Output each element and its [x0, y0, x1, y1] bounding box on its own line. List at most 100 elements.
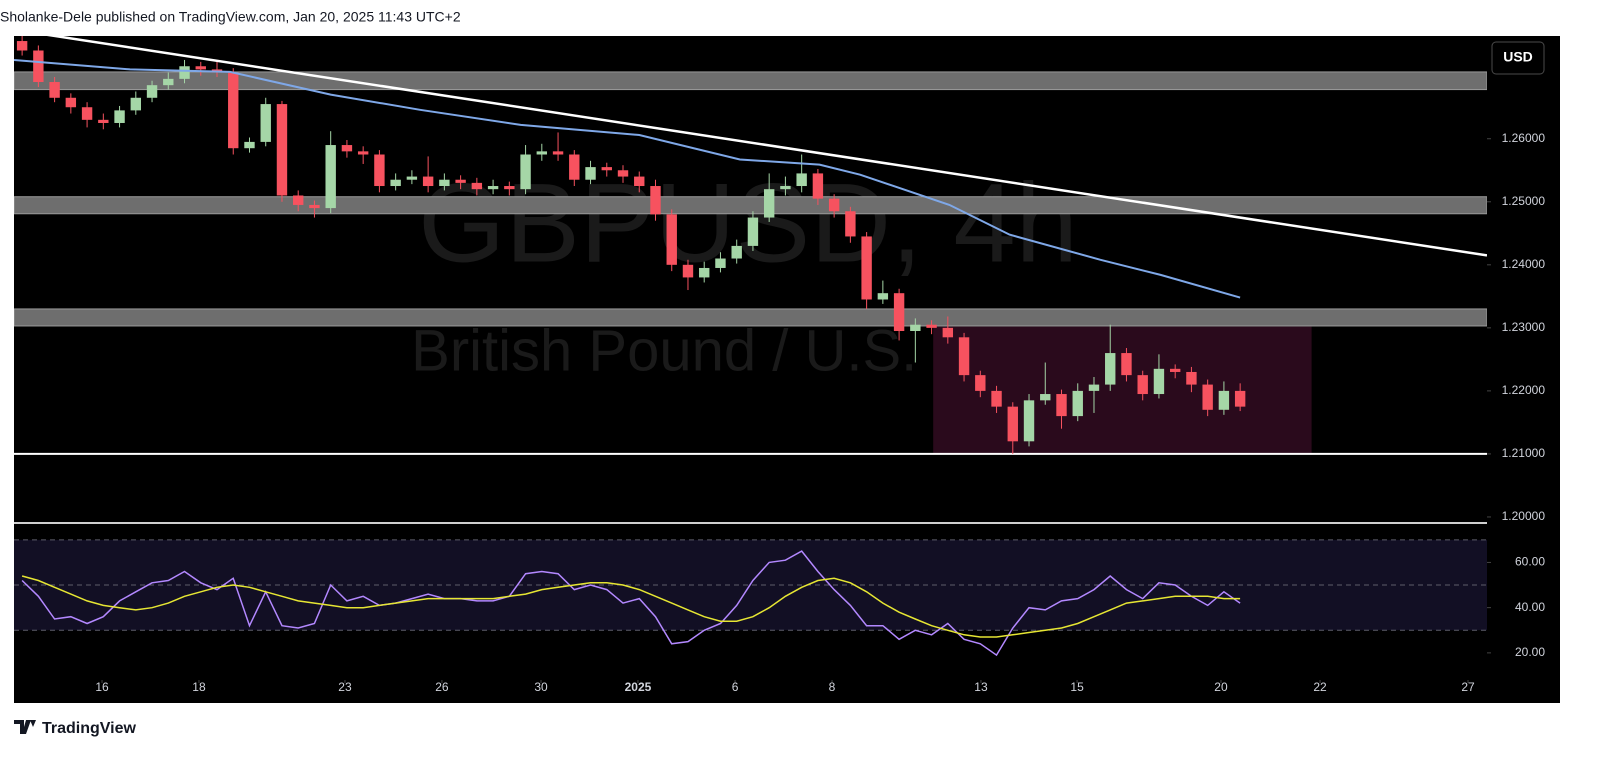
- x-tick-label: 16: [95, 680, 109, 694]
- rsi-line: [21, 575, 1241, 638]
- candle-body: [650, 186, 661, 215]
- y-tick-label: 1.23000: [1502, 320, 1546, 334]
- rsi-y-tick-label: 20.00: [1515, 645, 1545, 659]
- candle-body: [666, 214, 677, 265]
- sr-zone: [14, 308, 1487, 327]
- candle-body: [991, 390, 1002, 407]
- x-tick-label: 2025: [625, 680, 652, 694]
- candle-body: [341, 145, 353, 152]
- y-tick-label: 1.26000: [1502, 131, 1546, 145]
- x-tick-label: 8: [829, 680, 836, 694]
- candle-body: [455, 179, 466, 183]
- candle-body: [228, 72, 239, 149]
- x-tick-label: 22: [1313, 680, 1327, 694]
- x-tick-label: 18: [192, 680, 206, 694]
- trendline: [46, 36, 1487, 257]
- candle-body: [845, 211, 856, 237]
- x-tick-label: 30: [534, 680, 548, 694]
- currency-button[interactable]: USD: [1491, 41, 1545, 75]
- candle-body: [585, 167, 596, 180]
- x-tick-label: 26: [435, 680, 449, 694]
- sr-zone: [14, 196, 1487, 215]
- currency-button-frame[interactable]: [1491, 41, 1545, 75]
- candle-body: [374, 154, 385, 187]
- candle-body: [422, 176, 434, 187]
- candle-body: [536, 151, 548, 155]
- x-tick-label: 23: [338, 680, 352, 694]
- rsi-y-tick-label: 60.00: [1515, 555, 1545, 569]
- candle-body: [244, 141, 255, 149]
- candle-body: [975, 375, 986, 391]
- candle-body: [390, 179, 401, 187]
- candle-body: [617, 170, 629, 177]
- candle-body: [195, 66, 206, 70]
- candle-body: [552, 151, 564, 155]
- candle-body: [504, 186, 515, 190]
- candle-body: [1218, 390, 1230, 410]
- candle-body: [1105, 353, 1116, 385]
- candle-body: [910, 324, 921, 332]
- candle-body: [715, 258, 726, 268]
- candle-body: [1040, 394, 1051, 401]
- candle-body: [1137, 375, 1148, 395]
- candle-body: [146, 85, 158, 98]
- moving-average: [14, 59, 1241, 299]
- currency-label[interactable]: USD: [1503, 49, 1533, 65]
- footer-logo: TradingView: [14, 720, 137, 737]
- candle-body: [634, 176, 645, 187]
- candle-body: [1056, 394, 1067, 417]
- candle-body: [81, 107, 93, 120]
- candle-body: [16, 41, 28, 51]
- candle-body: [49, 82, 60, 98]
- x-tick-label: 27: [1461, 680, 1475, 694]
- rsi-line: [21, 550, 1241, 657]
- candle-body: [276, 104, 288, 196]
- candle-body: [601, 167, 612, 171]
- candle-body: [877, 293, 889, 300]
- candle-body: [682, 264, 694, 278]
- candle-body: [130, 97, 141, 111]
- x-tick-label: 6: [732, 680, 739, 694]
- range-box: [933, 326, 1312, 454]
- candle-body: [731, 245, 742, 259]
- candle-body: [260, 104, 271, 142]
- candle-body: [699, 267, 710, 278]
- y-tick-label: 1.21000: [1502, 446, 1546, 460]
- candle-body: [1186, 371, 1197, 385]
- y-tick-label: 1.22000: [1502, 383, 1546, 397]
- candle-body: [1088, 384, 1100, 391]
- candle-body: [1202, 384, 1213, 410]
- brand-name: TradingView: [42, 720, 137, 737]
- candle-body: [163, 78, 174, 86]
- candle-body: [471, 182, 483, 190]
- candle-body: [114, 110, 125, 123]
- y-tick-label: 1.20000: [1502, 509, 1546, 523]
- candle-body: [926, 324, 937, 328]
- rsi-y-tick-label: 40.00: [1515, 600, 1545, 614]
- candle-body: [828, 198, 840, 212]
- candle-body: [1072, 390, 1083, 417]
- candle-body: [958, 337, 970, 376]
- candle-body: [293, 195, 304, 205]
- candle-body: [33, 50, 44, 83]
- candle-body: [812, 173, 824, 199]
- candle-body: [796, 173, 807, 187]
- candle-body: [861, 236, 872, 300]
- candle-body: [179, 66, 190, 79]
- candle-body: [1169, 368, 1181, 372]
- candle-body: [65, 97, 77, 108]
- candle-body: [1153, 368, 1165, 395]
- x-tick-label: 13: [974, 680, 988, 694]
- candle-body: [893, 293, 905, 332]
- candle-body: [487, 186, 499, 190]
- candle-body: [309, 204, 320, 209]
- candle-body: [747, 217, 759, 246]
- candle-body: [325, 145, 336, 209]
- candle-body: [1234, 390, 1246, 407]
- candle-body: [357, 151, 369, 155]
- candle-body: [406, 176, 418, 180]
- y-tick-label: 1.24000: [1502, 257, 1546, 271]
